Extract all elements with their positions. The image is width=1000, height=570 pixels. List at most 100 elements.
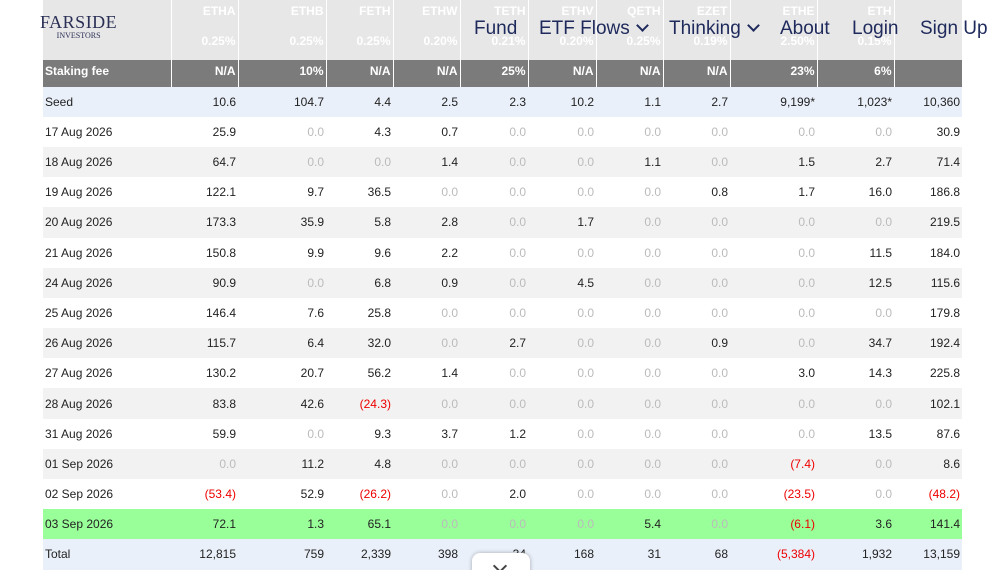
staking-cell: 23% bbox=[730, 56, 818, 87]
flow-cell: (23.5) bbox=[730, 479, 817, 510]
flow-cell: 1.4 bbox=[393, 358, 460, 389]
flow-cell: 122.1 bbox=[171, 177, 238, 208]
row-label: 21 Aug 2026 bbox=[43, 237, 171, 268]
scroll-down-button[interactable] bbox=[472, 553, 530, 570]
flow-cell: 0.0 bbox=[596, 207, 663, 238]
flow-cell: (24.3) bbox=[326, 388, 393, 419]
flow-cell: 0.0 bbox=[596, 267, 663, 298]
flow-cell: 0.0 bbox=[596, 388, 663, 419]
nav-link[interactable]: Thinking bbox=[669, 18, 760, 40]
flow-cell: 0.0 bbox=[460, 297, 528, 329]
nav-link-text: Thinking bbox=[669, 18, 741, 39]
flow-cell: 36.5 bbox=[326, 177, 393, 208]
flow-cell: 0.0 bbox=[460, 448, 528, 479]
flow-cell: 0.0 bbox=[393, 328, 460, 359]
flow-cell: 0.0 bbox=[730, 116, 817, 147]
flow-cell: 65.1 bbox=[326, 509, 393, 540]
flow-cell: 225.8 bbox=[894, 358, 962, 389]
flow-cell: 16.0 bbox=[817, 177, 894, 208]
data-row: 02 Sep 2026 (53.4) 52.9 (26.2) 0.0 2.0 0.0 0.0 0… bbox=[43, 479, 962, 510]
flow-cell: 0.0 bbox=[238, 418, 326, 449]
flow-cell: 0.0 bbox=[528, 237, 596, 268]
data-row: 27 Aug 2026 130.2 20.7 56.2 1.4 0.0 0.0 0.0 0.0 3… bbox=[43, 358, 962, 389]
row-label: 18 Aug 2026 bbox=[43, 146, 171, 178]
flow-cell: 0.0 bbox=[730, 267, 817, 298]
flow-cell: 146.4 bbox=[171, 297, 238, 329]
data-row: 20 Aug 2026 173.3 35.9 5.8 2.8 0.0 1.7 0.0 0.0 0.… bbox=[43, 207, 962, 238]
flow-cell: 0.0 bbox=[596, 328, 663, 359]
row-label: 20 Aug 2026 bbox=[43, 207, 171, 238]
row-label: 02 Sep 2026 bbox=[43, 479, 171, 510]
flow-cell: 184.0 bbox=[894, 237, 962, 268]
flow-cell: 4.4 bbox=[326, 86, 393, 117]
logo[interactable]: FARSIDE INVESTORS bbox=[40, 12, 117, 40]
flow-cell: 0.0 bbox=[730, 418, 817, 449]
flow-cell: 0.0 bbox=[460, 177, 528, 208]
flow-cell: 0.0 bbox=[663, 267, 730, 298]
row-label: Seed bbox=[43, 86, 171, 117]
data-row: 18 Aug 2026 64.7 0.0 0.0 1.4 0.0 0.0 1.1 0.0 1.5 2… bbox=[43, 146, 962, 178]
flow-cell: 1.2 bbox=[460, 418, 528, 449]
flow-cell: 192.4 bbox=[894, 328, 962, 359]
staking-cell: 25% bbox=[460, 56, 529, 87]
nav-link[interactable]: About bbox=[780, 18, 830, 39]
flow-cell: 0.0 bbox=[663, 509, 730, 540]
flow-cell: 0.0 bbox=[393, 297, 460, 329]
flow-cell: 186.8 bbox=[894, 177, 962, 208]
flow-cell: 9.9 bbox=[238, 237, 326, 268]
nav-link[interactable]: Sign Up bbox=[920, 18, 988, 39]
flow-cell: 115.7 bbox=[171, 328, 238, 359]
flow-cell: 1.1 bbox=[596, 86, 663, 117]
flow-cell: 2,339 bbox=[326, 539, 393, 570]
flow-cell: 0.0 bbox=[460, 237, 528, 268]
flow-cell: 1,023* bbox=[817, 86, 894, 117]
flow-cell: 0.0 bbox=[817, 448, 894, 479]
data-row: 21 Aug 2026 150.8 9.9 9.6 2.2 0.0 0.0 0.0 0.0 0.0… bbox=[43, 237, 962, 268]
flow-cell: (48.2) bbox=[894, 479, 962, 510]
nav-link[interactable]: ETF Flows bbox=[539, 18, 649, 40]
flow-cell: 68 bbox=[663, 539, 730, 570]
flow-cell: 0.0 bbox=[460, 388, 528, 419]
flow-cell: 13.5 bbox=[817, 418, 894, 449]
flow-cell: 4.5 bbox=[528, 267, 596, 298]
flow-cell: 0.0 bbox=[730, 237, 817, 268]
flow-cell: 0.0 bbox=[460, 267, 528, 298]
flow-cell: 0.0 bbox=[393, 177, 460, 208]
flow-cell: 56.2 bbox=[326, 358, 393, 389]
row-label: 26 Aug 2026 bbox=[43, 328, 171, 359]
flow-cell: 2.3 bbox=[460, 86, 528, 117]
flow-cell: 0.0 bbox=[817, 297, 894, 329]
data-row: 19 Aug 2026 122.1 9.7 36.5 0.0 0.0 0.0 0.0 0.8 1.… bbox=[43, 177, 962, 208]
flow-cell: 4.8 bbox=[326, 448, 393, 479]
nav-bar: FARSIDE INVESTORS Fund ETF Flows Thinkin… bbox=[0, 0, 1000, 60]
flow-cell: 0.0 bbox=[393, 479, 460, 510]
flow-cell: 179.8 bbox=[894, 297, 962, 329]
flow-cell: 0.0 bbox=[663, 388, 730, 419]
flow-cell: 32.0 bbox=[326, 328, 393, 359]
row-label: Staking fee bbox=[43, 56, 172, 87]
flow-cell: 10.6 bbox=[171, 86, 238, 117]
flow-cell: 9.3 bbox=[326, 418, 393, 449]
flow-cell: (6.1) bbox=[730, 509, 817, 540]
flow-cell: (7.4) bbox=[730, 448, 817, 479]
row-label: 31 Aug 2026 bbox=[43, 418, 171, 449]
nav-link[interactable]: Login bbox=[852, 18, 899, 39]
flow-cell: 2.2 bbox=[393, 237, 460, 268]
flow-cell: 5.8 bbox=[326, 207, 393, 238]
staking-cell: N/A bbox=[528, 56, 597, 87]
flow-cell: 0.0 bbox=[596, 116, 663, 147]
flow-cell: 759 bbox=[238, 539, 326, 570]
flow-cell: 1.7 bbox=[730, 177, 817, 208]
flows-table: ETHAETHBFETHETHWTETHETHVQETHEZETETHEETH0… bbox=[43, 0, 962, 570]
data-row: 31 Aug 2026 59.9 0.0 9.3 3.7 1.2 0.0 0.0 0.0 0.0 1… bbox=[43, 418, 962, 449]
nav-link[interactable]: Fund bbox=[474, 18, 518, 39]
flow-cell: 3.0 bbox=[730, 358, 817, 389]
flow-cell: 4.3 bbox=[326, 116, 393, 147]
flow-cell: 150.8 bbox=[171, 237, 238, 268]
header-cell bbox=[894, 56, 962, 87]
flow-cell: 9.7 bbox=[238, 177, 326, 208]
flow-cell: 1.1 bbox=[596, 146, 663, 178]
staking-cell: N/A bbox=[326, 56, 394, 87]
flow-cell: 7.6 bbox=[238, 297, 326, 329]
